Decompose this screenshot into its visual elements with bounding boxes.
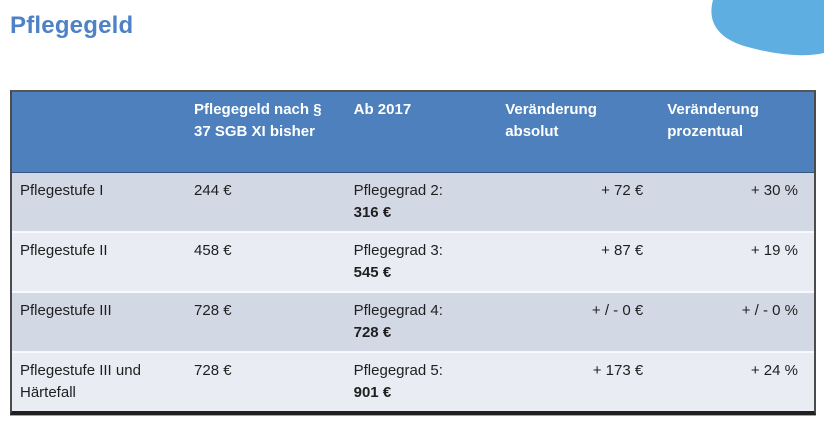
change-prozentual-value: + 19 % — [659, 231, 814, 292]
pflegegrad-value: 545 € — [353, 264, 392, 281]
change-absolut-value: + 87 € — [497, 231, 660, 292]
bisher-value: 244 € — [186, 172, 346, 232]
table-row-pflegestufe-3: Pflegestufe III 728 € Pflegegrad 4: 728 … — [12, 291, 814, 352]
corner-blob-icon — [711, 0, 824, 56]
table-row-pflegestufe-2: Pflegestufe II 458 € Pflegegrad 3: 545 €… — [12, 231, 814, 292]
bisher-value: 728 € — [186, 291, 346, 352]
table-row-pflegestufe-1: Pflegestufe I 244 € Pflegegrad 2: 316 € … — [12, 172, 814, 232]
pflegegrad-label: Pflegegrad 5: — [353, 362, 443, 379]
bisher-value: 728 € — [186, 351, 346, 411]
change-prozentual-value: + 30 % — [659, 172, 814, 232]
col-header-ab-2017: Ab 2017 — [345, 92, 498, 173]
row-label: Pflegestufe III und Härtefall — [12, 351, 187, 411]
pflegegeld-table: Pflegegeld nach § 37 SGB XI bisher Ab 20… — [12, 92, 814, 411]
col-header-veraenderung-absolut: Veränderung absolut — [497, 92, 660, 173]
header-row: Pflegegeld nach § 37 SGB XI bisher Ab 20… — [12, 92, 814, 173]
change-absolut-value: + 72 € — [497, 172, 660, 232]
ab-2017-cell: Pflegegrad 2: 316 € — [345, 172, 498, 232]
ab-2017-cell: Pflegegrad 3: 545 € — [345, 231, 498, 292]
pflegegrad-value: 728 € — [353, 324, 392, 341]
pflegegrad-label: Pflegegrad 2: — [353, 182, 443, 199]
ab-2017-cell: Pflegegrad 4: 728 € — [345, 291, 498, 352]
change-absolut-value: + 173 € — [497, 351, 660, 411]
row-label: Pflegestufe III — [12, 291, 187, 352]
pflegegrad-label: Pflegegrad 4: — [353, 302, 443, 319]
table-row-pflegestufe-3-haertefall: Pflegestufe III und Härtefall 728 € Pfle… — [12, 351, 814, 411]
bisher-value: 458 € — [186, 231, 346, 292]
change-absolut-value: + / - 0 € — [497, 291, 660, 352]
page-title: Pflegegeld — [10, 12, 134, 39]
change-prozentual-value: + / - 0 % — [659, 291, 814, 352]
pflegegrad-label: Pflegegrad 3: — [353, 242, 443, 259]
col-header-veraenderung-prozentual: Veränderung prozentual — [659, 92, 814, 173]
change-prozentual-value: + 24 % — [659, 351, 814, 411]
pflegegrad-value: 901 € — [353, 384, 392, 401]
row-label: Pflegestufe I — [12, 172, 187, 232]
pflegegrad-value: 316 € — [353, 204, 392, 221]
col-header-empty — [12, 92, 187, 173]
col-header-bisher: Pflegegeld nach § 37 SGB XI bisher — [186, 92, 346, 173]
ab-2017-cell: Pflegegrad 5: 901 € — [345, 351, 498, 411]
pflegegeld-table-container: Pflegegeld nach § 37 SGB XI bisher Ab 20… — [10, 90, 816, 415]
row-label: Pflegestufe II — [12, 231, 187, 292]
